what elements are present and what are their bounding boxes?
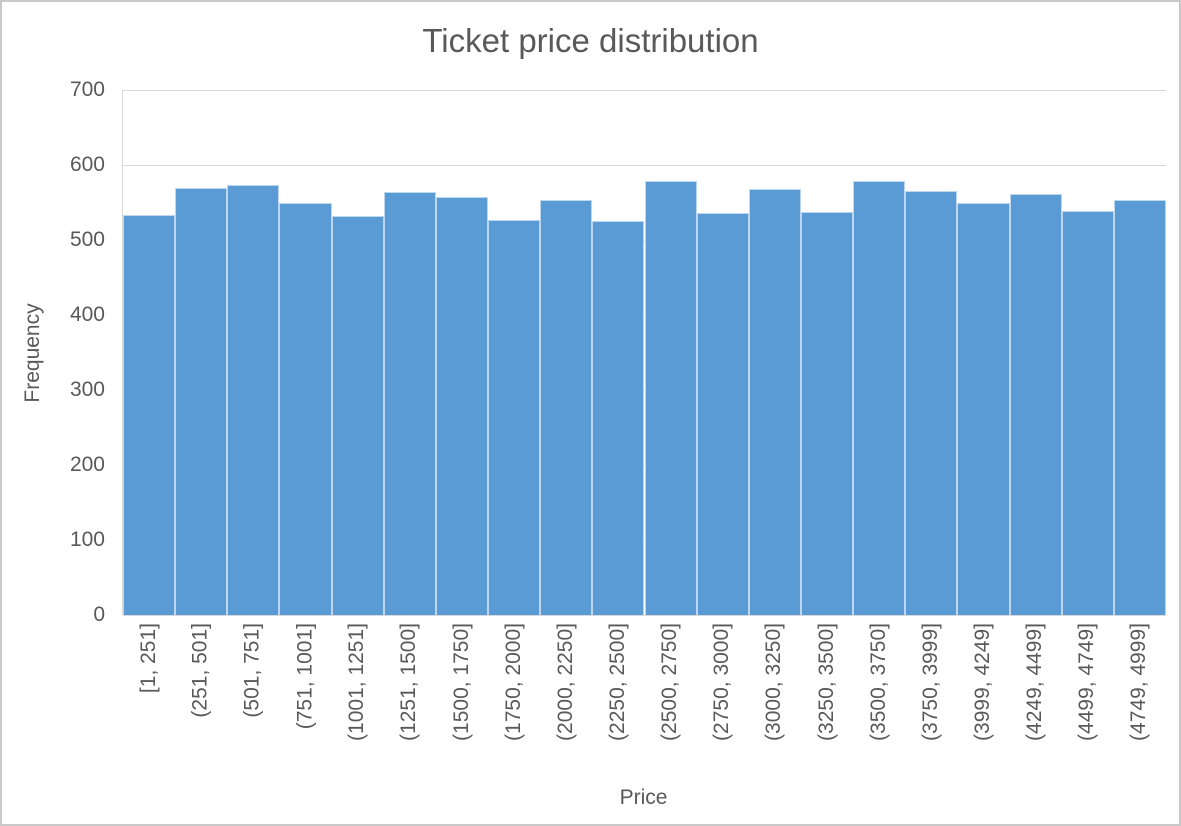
histogram-bar <box>331 216 384 615</box>
histogram-bar <box>123 215 176 615</box>
x-axis-tick-label: (4249, 4499] <box>1023 623 1047 741</box>
histogram-bar <box>1061 210 1114 615</box>
x-axis-tick-label: (1251, 1500] <box>397 623 421 741</box>
x-axis-tick-label: (4749, 4999] <box>1127 623 1151 741</box>
x-axis-tick-label: (3500, 3750] <box>866 623 890 741</box>
histogram-bar <box>748 189 801 615</box>
x-axis-tick-label: (3750, 3999] <box>918 623 942 741</box>
histogram-bar <box>488 219 541 615</box>
x-axis-tick-label: (3999, 4249] <box>970 623 994 741</box>
histogram-bar <box>696 213 749 615</box>
x-axis-tick-label: (751, 1001] <box>293 623 317 730</box>
x-axis-tick-label: (2000, 2250] <box>553 623 577 741</box>
gridline <box>123 90 1166 91</box>
histogram-bar <box>435 196 489 615</box>
histogram-bar <box>800 211 854 615</box>
y-axis-title: Frequency <box>21 303 44 403</box>
x-axis-tick-label: (2250, 2500] <box>605 623 629 741</box>
histogram-bar <box>1113 199 1166 615</box>
y-axis-tick-label: 400 <box>69 303 105 326</box>
gridline <box>123 615 1166 616</box>
x-axis-tick-label: (251, 501] <box>188 623 212 718</box>
y-axis-tick-label: 700 <box>69 78 105 101</box>
x-axis-tick-label: (2500, 2750] <box>658 623 682 741</box>
x-axis-tick-label: (1001, 1251] <box>345 623 369 741</box>
y-axis-tick-label: 600 <box>69 153 105 176</box>
x-axis-tick-label: (3000, 3250] <box>762 623 786 741</box>
x-axis-tick-label: (501, 751] <box>240 623 264 718</box>
x-axis-tick-label: [1, 251] <box>136 623 160 694</box>
histogram-bar <box>279 203 332 615</box>
x-axis-tick-label: (1500, 1750] <box>449 623 473 741</box>
y-axis-tick-label: 300 <box>69 378 105 401</box>
histogram-bar <box>383 192 436 615</box>
histogram-bar <box>957 202 1010 615</box>
x-axis-tick-label: (3250, 3500] <box>814 623 838 741</box>
y-axis-tick-label: 100 <box>69 528 105 551</box>
chart-title: Ticket price distribution <box>422 22 759 59</box>
y-axis-tick-label: 0 <box>93 603 105 626</box>
x-axis-title: Price <box>619 786 668 809</box>
y-axis-tick-label: 500 <box>69 228 105 251</box>
plot-area <box>122 90 1166 616</box>
x-axis-tick-label: (4499, 4749] <box>1075 623 1099 741</box>
histogram-bar <box>540 199 593 615</box>
histogram-bar <box>227 185 280 615</box>
x-axis-tick-label: (2750, 3000] <box>710 623 734 741</box>
histogram-bar <box>853 180 906 615</box>
y-axis-tick-label: 200 <box>69 453 105 476</box>
gridline <box>123 165 1166 166</box>
histogram-bar <box>905 191 958 615</box>
histogram-bar <box>644 180 697 615</box>
histogram-bar <box>1009 193 1062 615</box>
x-axis-tick-label: (1750, 2000] <box>501 623 525 741</box>
histogram-bar <box>592 221 645 615</box>
histogram-bar <box>175 187 228 615</box>
